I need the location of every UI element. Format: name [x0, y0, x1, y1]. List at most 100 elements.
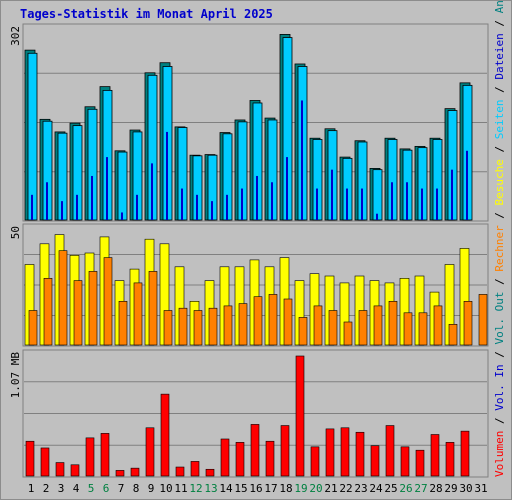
bar-rechner-day-26: [403, 312, 413, 346]
bar-dateien-day-24: [372, 169, 383, 221]
bar-rechner-day-17: [268, 294, 278, 346]
bar-seiten-day-27: [421, 188, 423, 220]
bar-seiten-day-12: [196, 194, 198, 220]
x-tick-label: 6: [103, 482, 110, 495]
legend-entry: /: [493, 80, 506, 100]
x-tick-label: 13: [204, 482, 217, 495]
bar-seiten-day-26: [406, 182, 408, 220]
bar-seiten-day-30: [466, 150, 468, 220]
bar-rechner-day-4: [73, 280, 83, 346]
bar-volumen-day-3: [55, 462, 65, 477]
bar-volumen-day-16: [250, 424, 260, 477]
bar-rechner-day-9: [148, 271, 158, 346]
x-tick-label: 25: [384, 482, 397, 495]
bar-volumen-day-6: [100, 433, 110, 477]
x-tick-label: 9: [148, 482, 155, 495]
legend-entry: Dateien: [493, 33, 506, 79]
legend-entry: Besuche: [493, 159, 506, 205]
bar-seiten-day-16: [256, 175, 258, 220]
bar-seiten-day-25: [391, 182, 393, 220]
bar-seiten-day-8: [136, 194, 138, 220]
bar-volumen-day-9: [145, 427, 155, 477]
bar-volumen-day-8: [130, 467, 140, 477]
legend-entry: Anfragen: [493, 0, 506, 13]
x-tick-label: 20: [309, 482, 322, 495]
bar-seiten-day-14: [226, 194, 228, 220]
bar-volumen-day-5: [85, 437, 95, 477]
bar-volumen-day-19: [295, 355, 305, 477]
bar-volumen-day-2: [40, 447, 50, 477]
bar-volumen-day-23: [355, 431, 365, 477]
bar-volumen-day-26: [400, 446, 410, 477]
bar-seiten-day-3: [61, 201, 63, 220]
x-tick-label: 29: [444, 482, 457, 495]
x-tick-label: 23: [354, 482, 367, 495]
bar-seiten-day-24: [376, 213, 378, 220]
x-tick-label: 17: [264, 482, 277, 495]
bar-seiten-day-10: [166, 131, 168, 220]
bottom-axis-max-label: 1.07 MB: [9, 352, 22, 399]
bar-rechner-day-14: [223, 305, 233, 346]
x-tick-label: 12: [189, 482, 202, 495]
bar-seiten-day-5: [91, 175, 93, 220]
bar-volumen-day-22: [340, 427, 350, 477]
bar-volumen-day-10: [160, 393, 170, 477]
x-tick-label: 8: [133, 482, 140, 495]
x-tick-label: 7: [118, 482, 125, 495]
x-tick-label: 30: [459, 482, 472, 495]
bar-volumen-day-27: [415, 449, 425, 477]
bar-seiten-day-29: [451, 169, 453, 220]
volume-bars: [25, 355, 470, 477]
bar-rechner-day-20: [313, 305, 323, 346]
x-tick-label: 16: [249, 482, 262, 495]
bar-rechner-day-5: [88, 271, 98, 346]
x-tick-label: 11: [174, 482, 187, 495]
x-tick-label: 31: [474, 482, 487, 495]
bar-volumen-day-17: [265, 440, 275, 477]
x-tick-label: 10: [159, 482, 172, 495]
middle-axis-max-label: 50: [9, 226, 22, 239]
top-axis-max-label: 302: [9, 26, 22, 46]
x-tick-label: 3: [58, 482, 65, 495]
bar-seiten-day-21: [331, 169, 333, 220]
bar-rechner-day-24: [373, 305, 383, 346]
x-tick-label: 21: [324, 482, 337, 495]
legend-entry: Volumen: [493, 431, 506, 477]
right-legend: Volumen / Vol. In / Vol. Out / Rechner /…: [493, 0, 506, 477]
bar-volumen-day-18: [280, 425, 290, 477]
bar-seiten-day-13: [211, 201, 213, 220]
bar-seiten-day-20: [316, 188, 318, 220]
bar-rechner-day-25: [388, 300, 398, 346]
x-tick-label: 18: [279, 482, 292, 495]
bar-seiten-day-23: [361, 188, 363, 220]
requests-files-pages-bars: [24, 34, 473, 221]
bar-rechner-day-1: [28, 310, 38, 346]
visits-hosts-bars: [24, 234, 488, 346]
bar-volumen-day-1: [25, 440, 35, 477]
legend-entry: /: [493, 205, 506, 225]
bar-rechner-day-3: [58, 250, 68, 346]
bar-rechner-day-8: [133, 282, 143, 346]
bar-rechner-day-31: [478, 294, 488, 346]
bar-volumen-day-11: [175, 466, 185, 477]
bar-seiten-day-4: [76, 194, 78, 220]
x-tick-label: 24: [369, 482, 383, 495]
chart-title: Tages-Statistik im Monat April 2025: [20, 7, 273, 21]
x-tick-label: 1: [28, 482, 35, 495]
bar-rechner-day-12: [193, 310, 203, 346]
bar-volumen-day-14: [220, 438, 230, 477]
legend-entry: /: [493, 13, 506, 33]
x-tick-label: 2: [43, 482, 50, 495]
x-tick-label: 28: [429, 482, 442, 495]
bar-volumen-day-12: [190, 461, 200, 477]
bar-rechner-day-18: [283, 298, 293, 346]
bar-dateien-day-7: [117, 151, 128, 221]
bar-seiten-day-28: [436, 188, 438, 220]
bar-rechner-day-10: [163, 310, 173, 346]
bar-seiten-day-22: [346, 188, 348, 220]
x-tick-label: 22: [339, 482, 352, 495]
x-axis-tick-labels: 1 2 3 4 5 6 7 8 9 10 11 12 13 14 15 16 17 18 19 20 21 22 23 24 2…: [28, 482, 488, 495]
x-tick-label: 5: [88, 482, 95, 495]
bar-rechner-day-6: [103, 257, 113, 346]
